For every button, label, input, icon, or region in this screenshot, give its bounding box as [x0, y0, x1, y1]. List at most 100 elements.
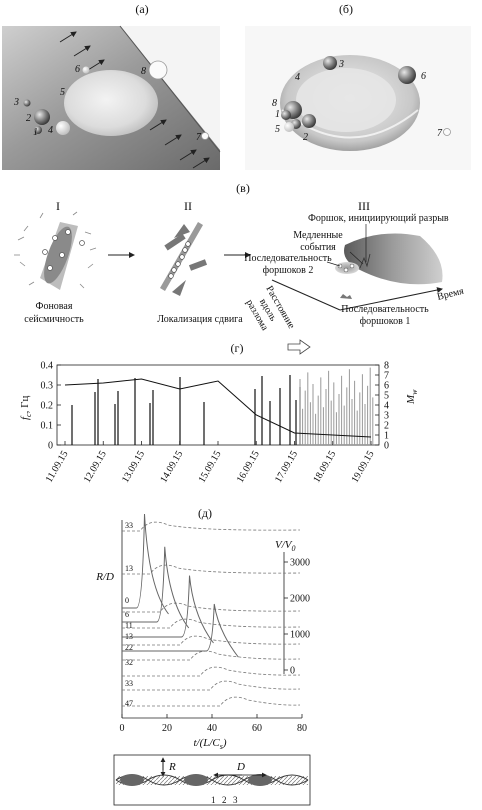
num-3: 3	[13, 97, 19, 108]
panel-b: (б) 1 2 3 4 5 6 7 8	[245, 2, 471, 170]
stage-2-graphic	[160, 222, 208, 296]
stage-1-graphic	[14, 211, 97, 290]
e-dashed-curve	[122, 618, 301, 629]
e-right-tick-label: 3000	[290, 558, 310, 569]
event-1	[34, 126, 42, 134]
e-left-number: 33	[125, 679, 133, 688]
d-right-tick-label: 3	[384, 411, 389, 422]
b-event-3	[323, 56, 337, 70]
e-x-tick-label: 20	[162, 723, 172, 734]
e-dashed-curve	[122, 666, 301, 677]
num-2: 2	[26, 113, 31, 124]
e-left-number: 11	[125, 621, 133, 630]
panel-c: (в) I Фоновая сейсмичность II	[14, 181, 465, 333]
d-right-tick-label: 7	[384, 371, 389, 382]
num-5: 5	[60, 87, 65, 98]
foreshock-label: Форшок, инициирующий разрыв	[308, 213, 449, 224]
panel-e-ylabel-left: R/D	[95, 571, 114, 583]
d-right-tick-label: 0	[384, 441, 389, 452]
label-D: D	[236, 761, 245, 773]
seq1-1: Последовательность	[341, 304, 429, 315]
d-left-tick-label: 0	[48, 441, 53, 452]
e-dashed-curve	[122, 650, 301, 661]
seq1-2: форшоков 1	[360, 316, 411, 327]
slow-events-2: события	[300, 242, 336, 253]
e-x-tick-label: 40	[207, 723, 217, 734]
d-right-tick-label: 5	[384, 391, 389, 402]
d-date-label: 12.09.15	[82, 449, 109, 485]
panel-d-fc-line	[64, 378, 372, 438]
e-left-number: 47	[125, 699, 133, 708]
e-dashed-curve	[122, 521, 301, 532]
foreshock-seq-1	[340, 294, 352, 299]
d-date-label: 17.09.15	[273, 449, 300, 485]
panel-e-dashed-curves	[122, 521, 301, 707]
e-left-number: 32	[125, 658, 133, 667]
panel-e-xlabel: t/(L/Cs)	[193, 737, 226, 751]
asperity-ellipse	[64, 70, 158, 136]
panel-d-left-ticks: 0.4 0.3 0.2 0.1 0	[41, 361, 61, 452]
d-left-tick-label: 0.1	[41, 421, 54, 432]
b-num-2: 2	[303, 132, 308, 143]
e-velocity-peak	[122, 546, 190, 629]
panel-b-label: (б)	[339, 2, 353, 16]
e-left-number: 33	[125, 521, 133, 530]
e-dashed-curve	[122, 696, 301, 707]
e-left-number: 22	[125, 643, 133, 652]
e-right-tick-label: 1000	[290, 630, 310, 641]
e-right-tick-label: 0	[290, 666, 295, 677]
stage-3-graphic	[271, 224, 443, 311]
panel-e-x-ticks: 0 20 40 60 80	[120, 714, 307, 734]
panel-d-ylabel-right: Mw	[405, 389, 419, 405]
d-right-tick-label: 2	[384, 421, 389, 432]
f-num-3: 3	[233, 795, 238, 805]
stage-2-roman: II	[184, 199, 192, 213]
e-x-tick-label: 0	[120, 723, 125, 734]
d-date-label: 13.09.15	[120, 449, 147, 485]
e-dashed-curve	[122, 602, 301, 613]
e-dashed-curve	[122, 635, 301, 646]
e-velocity-peak	[122, 603, 239, 658]
stage-1-caption-2: сейсмичность	[24, 314, 84, 325]
stage-1-roman: I	[56, 199, 60, 213]
event-7	[201, 132, 209, 140]
b-num-6: 6	[421, 71, 426, 82]
d-date-label: 18.09.15	[311, 449, 338, 485]
d-right-tick-label: 1	[384, 431, 389, 442]
e-left-number: 0	[125, 596, 129, 605]
e-x-tick-label: 80	[297, 723, 307, 734]
panel-c-label: (в)	[236, 181, 250, 195]
event-4	[56, 121, 70, 135]
seq2-1: Последовательность	[244, 253, 332, 264]
b-num-4: 4	[295, 72, 300, 83]
e-velocity-peak	[122, 575, 214, 644]
d-right-tick-label: 4	[384, 401, 389, 412]
ring-inner	[296, 68, 396, 132]
panel-e-ylabel-right: V/V0	[275, 539, 296, 553]
num-7: 7	[196, 132, 202, 143]
d-right-tick-label: 8	[384, 361, 389, 372]
panel-e-velocity-peaks	[122, 513, 239, 658]
event-8	[148, 60, 168, 80]
stress-arrows	[59, 31, 210, 169]
b-num-1: 1	[275, 109, 280, 120]
hollow-arrow	[287, 339, 311, 355]
f-num-1: 1	[211, 795, 216, 805]
d-date-label: 11.09.15	[44, 449, 71, 484]
b-num-5: 5	[275, 124, 280, 135]
num-8: 8	[141, 66, 146, 77]
label-R: R	[168, 761, 176, 773]
stage-2-caption: Локализация сдвига	[157, 314, 243, 325]
panel-e-label: (д)	[198, 506, 212, 520]
seq2-2: форшоков 2	[263, 265, 314, 276]
b-event-5	[284, 122, 294, 132]
rupture-zone	[344, 233, 443, 285]
b-event-2	[302, 114, 316, 128]
event-6	[82, 66, 90, 74]
slow-events-1: Медленные	[293, 230, 343, 241]
axis-distance-label: Расстояние вдоль разлома	[244, 284, 297, 333]
e-right-tick-label: 2000	[290, 594, 310, 605]
